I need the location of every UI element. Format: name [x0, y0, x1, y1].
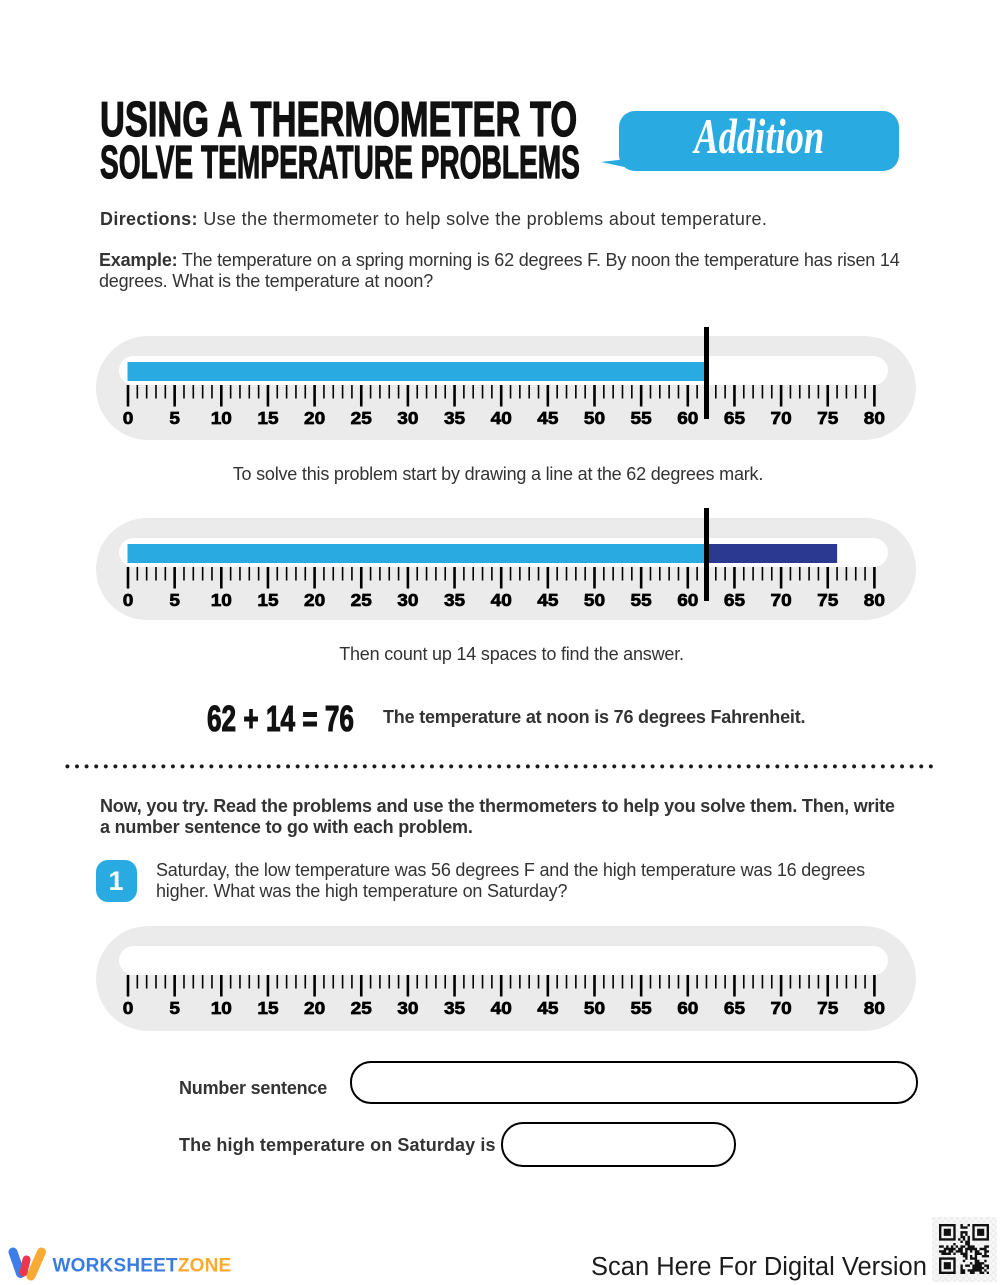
svg-text:55: 55 [631, 998, 652, 1018]
svg-text:25: 25 [351, 590, 372, 610]
svg-text:30: 30 [397, 590, 418, 610]
svg-text:70: 70 [770, 998, 791, 1018]
svg-text:15: 15 [257, 408, 278, 428]
svg-text:5: 5 [169, 590, 180, 610]
svg-text:55: 55 [631, 590, 652, 610]
svg-text:70: 70 [770, 590, 791, 610]
svg-text:35: 35 [444, 408, 465, 428]
svg-text:75: 75 [817, 998, 838, 1018]
svg-text:10: 10 [211, 590, 232, 610]
svg-text:5: 5 [169, 998, 180, 1018]
svg-text:20: 20 [304, 998, 325, 1018]
svg-text:0: 0 [123, 590, 134, 610]
svg-text:70: 70 [770, 408, 791, 428]
svg-text:80: 80 [864, 998, 885, 1018]
svg-text:30: 30 [397, 408, 418, 428]
svg-text:45: 45 [537, 998, 558, 1018]
svg-text:35: 35 [444, 998, 465, 1018]
svg-text:50: 50 [584, 998, 605, 1018]
svg-text:15: 15 [257, 590, 278, 610]
svg-text:20: 20 [304, 408, 325, 428]
svg-text:40: 40 [491, 998, 512, 1018]
svg-text:50: 50 [584, 590, 605, 610]
svg-text:65: 65 [724, 408, 745, 428]
svg-text:75: 75 [817, 408, 838, 428]
svg-text:35: 35 [444, 590, 465, 610]
svg-text:65: 65 [724, 590, 745, 610]
svg-text:15: 15 [257, 998, 278, 1018]
svg-text:75: 75 [817, 590, 838, 610]
svg-text:0: 0 [123, 998, 134, 1018]
svg-text:25: 25 [351, 408, 372, 428]
svg-text:55: 55 [631, 408, 652, 428]
svg-text:0: 0 [123, 408, 134, 428]
svg-text:20: 20 [304, 590, 325, 610]
svg-text:60: 60 [677, 590, 698, 610]
svg-text:60: 60 [677, 998, 698, 1018]
svg-text:60: 60 [677, 408, 698, 428]
svg-text:80: 80 [864, 590, 885, 610]
svg-text:45: 45 [537, 590, 558, 610]
svg-text:10: 10 [211, 998, 232, 1018]
svg-text:40: 40 [491, 408, 512, 428]
svg-text:40: 40 [491, 590, 512, 610]
svg-text:10: 10 [211, 408, 232, 428]
svg-text:45: 45 [537, 408, 558, 428]
svg-text:5: 5 [169, 408, 180, 428]
svg-text:WORKSHEETZONE: WORKSHEETZONE [53, 1256, 232, 1277]
svg-text:30: 30 [397, 998, 418, 1018]
svg-text:65: 65 [724, 998, 745, 1018]
svg-text:80: 80 [864, 408, 885, 428]
svg-text:50: 50 [584, 408, 605, 428]
svg-text:25: 25 [351, 998, 372, 1018]
